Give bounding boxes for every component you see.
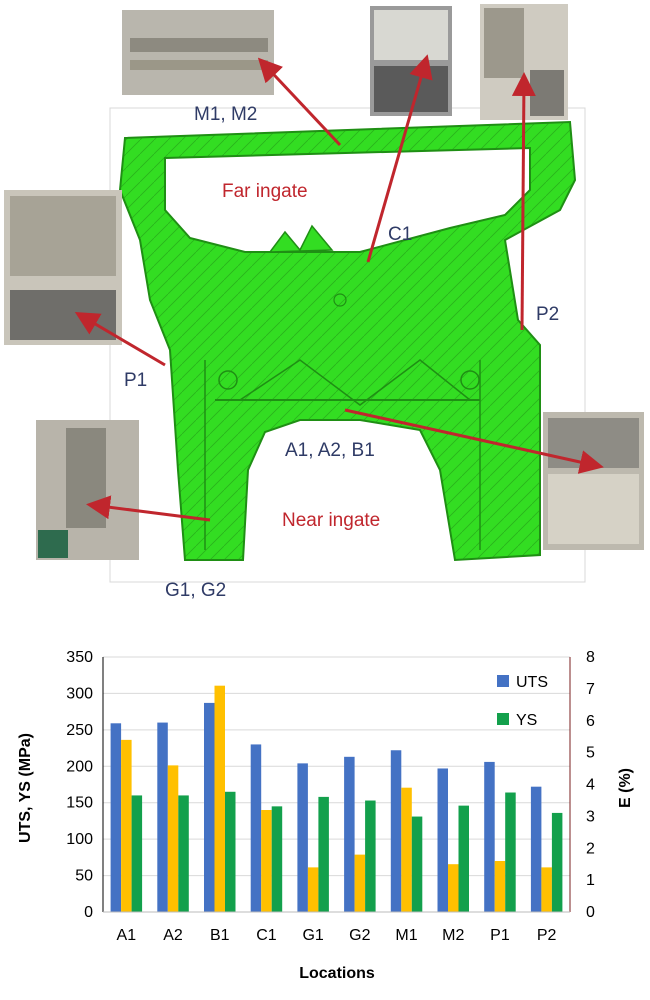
y-tick-label: 350 <box>66 649 93 666</box>
right-tick-labels: 0 1 2 3 4 5 6 7 8 <box>586 649 595 921</box>
y-axis-title: UTS, YS (MPa) <box>17 733 34 843</box>
arrow-a1-a2-b1 <box>344 408 604 474</box>
y2-tick-label: 3 <box>586 808 595 825</box>
photo-c1 <box>370 6 452 116</box>
bar-ys-m1 <box>411 816 423 912</box>
y-tick-label: 0 <box>84 904 93 921</box>
photo-g1-g2 <box>36 420 139 560</box>
y2-tick-label: 5 <box>586 745 595 762</box>
bar-e-c1 <box>261 810 272 912</box>
casting-diagram: Far ingate Near ingate M1, M2 C1 P2 P1 A… <box>4 4 644 600</box>
x-tick-label: M1 <box>395 927 417 944</box>
bar-ys-g2 <box>365 800 376 912</box>
y2-tick-label: 1 <box>586 872 595 889</box>
arrow-p2 <box>511 72 536 331</box>
bar-uts-b1 <box>204 702 215 912</box>
legend-swatch-ys <box>497 713 509 725</box>
photo-m1-m2 <box>122 10 274 95</box>
y2-tick-label: 6 <box>586 713 595 730</box>
label-near-ingate: Near ingate <box>282 510 380 531</box>
y-tick-label: 150 <box>66 795 93 812</box>
x-tick-label: M2 <box>442 927 464 944</box>
y2-tick-label: 8 <box>586 649 595 666</box>
label-far-ingate: Far ingate <box>222 181 308 202</box>
annotation-arrows <box>74 54 604 522</box>
bar-uts-m1 <box>390 750 402 912</box>
arrow-m1-m2 <box>257 57 342 147</box>
x-tick-label: G2 <box>349 927 370 944</box>
x-tick-label: A2 <box>163 927 183 944</box>
bar-ys-a1 <box>131 795 143 912</box>
bar-e-p1 <box>494 861 506 912</box>
label-m1-m2: M1, M2 <box>194 104 257 125</box>
y2-tick-label: 7 <box>586 681 595 698</box>
mechanical-properties-chart: 0 50 100 150 200 250 300 350 0 1 2 3 4 5 6 7 8 A1 A2 B1 C1… <box>17 649 634 982</box>
bar-uts-p1 <box>484 761 495 912</box>
bar-uts-a1 <box>110 723 122 912</box>
bar-uts-g1 <box>297 763 308 912</box>
y-tick-label: 250 <box>66 722 93 739</box>
bar-uts-p2 <box>530 786 542 912</box>
casting-part <box>118 120 577 562</box>
x-tick-label: G1 <box>302 927 323 944</box>
photo-p1 <box>4 190 122 345</box>
bar-uts-c1 <box>250 744 262 912</box>
x-tick-label: B1 <box>210 927 230 944</box>
x-tick-label: A1 <box>117 927 137 944</box>
bar-uts-a2 <box>157 722 168 912</box>
bar-e-g1 <box>307 867 319 912</box>
arrow-g1-g2 <box>86 495 211 522</box>
bar-ys-g1 <box>318 796 329 912</box>
legend-label-uts: UTS <box>516 674 548 691</box>
bar-uts-g2 <box>344 756 355 912</box>
bar-ys-b1 <box>225 791 236 912</box>
legend-swatch-uts <box>497 675 509 687</box>
bar-e-g2 <box>354 854 366 912</box>
label-p2: P2 <box>536 304 559 325</box>
legend: UTS YS <box>497 674 548 729</box>
bar-ys-p2 <box>551 812 563 912</box>
x-axis-title: Locations <box>299 965 375 982</box>
bar-e-m1 <box>401 787 412 912</box>
left-tick-labels: 0 50 100 150 200 250 300 350 <box>66 649 93 921</box>
y2-tick-label: 4 <box>586 777 595 794</box>
y-tick-label: 300 <box>66 685 93 702</box>
x-tick-label: C1 <box>256 927 277 944</box>
y2-axis-title: E (%) <box>617 768 634 808</box>
photo-a1-a2-b1 <box>543 412 644 550</box>
bar-e-m2 <box>448 864 459 912</box>
arrow-c1 <box>366 54 433 263</box>
bar-ys-c1 <box>271 806 283 912</box>
label-a1-a2-b1: A1, A2, B1 <box>285 440 375 461</box>
x-tick-labels: A1 A2 B1 C1 G1 G2 M1 M2 P1 P2 <box>117 927 557 944</box>
bar-ys-p1 <box>505 792 516 912</box>
bar-ys-a2 <box>178 795 189 912</box>
bar-e-a1 <box>121 739 132 912</box>
legend-label-ys: YS <box>516 712 537 729</box>
y-tick-label: 200 <box>66 758 93 775</box>
label-g1-g2: G1, G2 <box>165 580 226 600</box>
y-tick-label: 100 <box>66 831 93 848</box>
bar-uts-m2 <box>437 768 448 912</box>
x-tick-label: P2 <box>537 927 557 944</box>
label-c1: C1 <box>388 224 412 245</box>
bar-e-a2 <box>167 765 179 912</box>
y2-tick-label: 0 <box>586 904 595 921</box>
bar-ys-m2 <box>458 805 469 912</box>
bars <box>110 685 563 912</box>
y-tick-label: 50 <box>75 868 93 885</box>
bar-e-b1 <box>214 685 225 912</box>
arrow-p1 <box>74 311 166 367</box>
label-p1: P1 <box>124 370 147 391</box>
bar-e-p2 <box>541 867 552 912</box>
x-tick-label: P1 <box>490 927 510 944</box>
y2-tick-label: 2 <box>586 840 595 857</box>
